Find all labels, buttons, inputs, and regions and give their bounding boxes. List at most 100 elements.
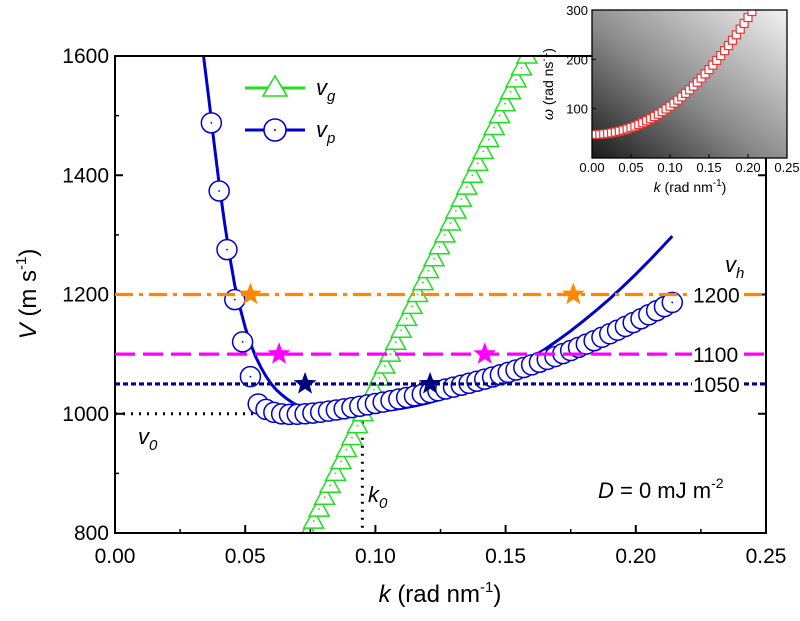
- series-vg-point-dot: [411, 305, 414, 308]
- series-vg-point-dot: [340, 460, 342, 463]
- series-vg-point: [482, 115, 506, 136]
- intersection-star: [293, 371, 317, 394]
- series-vg-point-dot: [345, 448, 348, 451]
- series-vg-point-dot: [482, 150, 485, 153]
- inset-point: [752, 1, 760, 9]
- series-vg-point: [455, 174, 479, 195]
- series-vg-point-dot: [389, 353, 392, 356]
- series-vg-point: [335, 436, 358, 458]
- inset-point: [747, 10, 757, 17]
- series-vg-point-dot: [493, 126, 496, 129]
- inset-x-tick-label: 0.25: [774, 160, 799, 175]
- series-vg-point: [329, 448, 353, 470]
- series-vg-point-dot: [449, 222, 452, 224]
- series-vg-point-dot: [334, 472, 337, 475]
- vh-label: vh: [725, 252, 744, 282]
- inset-x-tick-label: 0.15: [696, 160, 721, 175]
- series-vg-point-dot: [383, 365, 386, 367]
- series-vg-point: [460, 162, 484, 183]
- series-vg-point: [400, 293, 424, 315]
- inset-y-tick-label: 100: [566, 102, 588, 117]
- series-vg-point: [488, 103, 511, 124]
- inset-x-tick-label: 0.00: [579, 160, 604, 175]
- series-vg-point: [302, 508, 325, 529]
- y-tick-label: 1600: [62, 45, 109, 68]
- x-tick-label: 0.00: [95, 545, 136, 568]
- series-vg-point: [318, 472, 342, 494]
- v0-label: v0: [138, 424, 158, 454]
- legend-vg-marker: [261, 74, 289, 97]
- series-vg-point: [515, 56, 539, 64]
- series-vg-point-dot: [323, 496, 326, 499]
- hline-label-1050: 1050: [693, 374, 740, 397]
- series-vg-point: [346, 413, 369, 434]
- y-tick-label: 800: [74, 522, 109, 545]
- inset-frame: [591, 9, 788, 159]
- series-vp-point-dot: [671, 301, 674, 304]
- series-vg-point-dot: [378, 377, 381, 379]
- series-vg-point: [384, 329, 407, 350]
- intersection-star: [267, 342, 291, 364]
- legend-vp-label: vp: [316, 117, 335, 147]
- intersection-star: [239, 282, 262, 305]
- inset-y-tick-label: 300: [566, 3, 588, 18]
- series-vg-point: [411, 270, 435, 291]
- main-plot-area: [115, 33, 684, 533]
- series-vg-point: [444, 198, 468, 219]
- series-vg-point: [466, 150, 490, 172]
- series-vg-point-dot: [454, 210, 457, 212]
- main-x-axis-label: k (rad nm-1): [379, 579, 502, 608]
- inset-y-tick-label: 200: [566, 52, 588, 67]
- y-tick-label: 1000: [62, 403, 109, 426]
- series-vp-point-dot: [226, 248, 228, 251]
- series-vg-point-dot: [433, 257, 435, 260]
- series-vg-point-dot: [504, 102, 506, 105]
- series-vp-point: [194, 33, 214, 53]
- series-vg-point: [406, 281, 429, 303]
- inset-axis-ticks: 0.00 0.05 0.10 0.15 0.20 0.25 100 200 300: [566, 3, 799, 175]
- legend-vg-label: vg: [316, 75, 336, 105]
- series-vp-point-dot: [249, 375, 252, 378]
- series-vg-point: [433, 222, 457, 243]
- series-vg-point: [373, 353, 397, 374]
- series-vg-point-dot: [444, 233, 446, 236]
- series-vg-point: [307, 496, 331, 517]
- inset-plot: 0.00 0.05 0.10 0.15 0.20 0.25 100 200 300 k (rad…: [539, 0, 800, 195]
- series-vg-point-dot: [394, 341, 397, 344]
- hline-label-1100: 1100: [693, 344, 738, 367]
- series-vg-point-dot: [520, 67, 523, 69]
- series-vg-point-dot: [422, 281, 424, 284]
- y-tick-label: 1200: [62, 284, 109, 307]
- inset-x-tick-label: 0.20: [735, 160, 760, 175]
- series-vg-point: [510, 56, 533, 76]
- series-vp-point-dot: [241, 340, 244, 343]
- series-vp-point-dot: [233, 298, 236, 301]
- legend-vp-dot: [274, 129, 276, 131]
- series-vg-point: [395, 305, 418, 327]
- series-vp-point-dot: [218, 190, 221, 192]
- main-y-axis-label: V (m s-1): [13, 249, 42, 340]
- series-vg-point-dot: [372, 389, 375, 391]
- series-vg-point-dot: [532, 43, 534, 45]
- inset-x-axis-label: k (rad nm-1): [654, 178, 727, 195]
- series-vg-point: [471, 138, 495, 160]
- series-vg-point: [378, 341, 402, 362]
- main-plot: 0.00 0.05 0.10 0.15 0.20 0.25 800 1000 1200 1400 1…: [13, 33, 786, 608]
- series-vg-point-dot: [460, 198, 463, 201]
- series-vg-point: [422, 246, 446, 267]
- x-tick-label: 0.05: [225, 545, 266, 568]
- series-vg-point: [493, 91, 517, 112]
- inset-plot-area: [592, 0, 764, 140]
- series-vg-point: [417, 258, 440, 279]
- series-vg-point: [324, 460, 347, 482]
- series-vg-point-dot: [329, 484, 331, 487]
- inset-point: [756, 0, 764, 3]
- series-vg-point-dot: [471, 174, 474, 177]
- inset-x-tick-label: 0.10: [657, 160, 682, 175]
- y-tick-label: 1400: [62, 164, 109, 187]
- x-tick-label: 0.10: [355, 545, 396, 568]
- inset-x-tick-label: 0.05: [618, 160, 643, 175]
- series-vg-point-dot: [351, 436, 353, 439]
- series-vg-point: [450, 186, 473, 207]
- series-vp-point-dot: [210, 121, 213, 124]
